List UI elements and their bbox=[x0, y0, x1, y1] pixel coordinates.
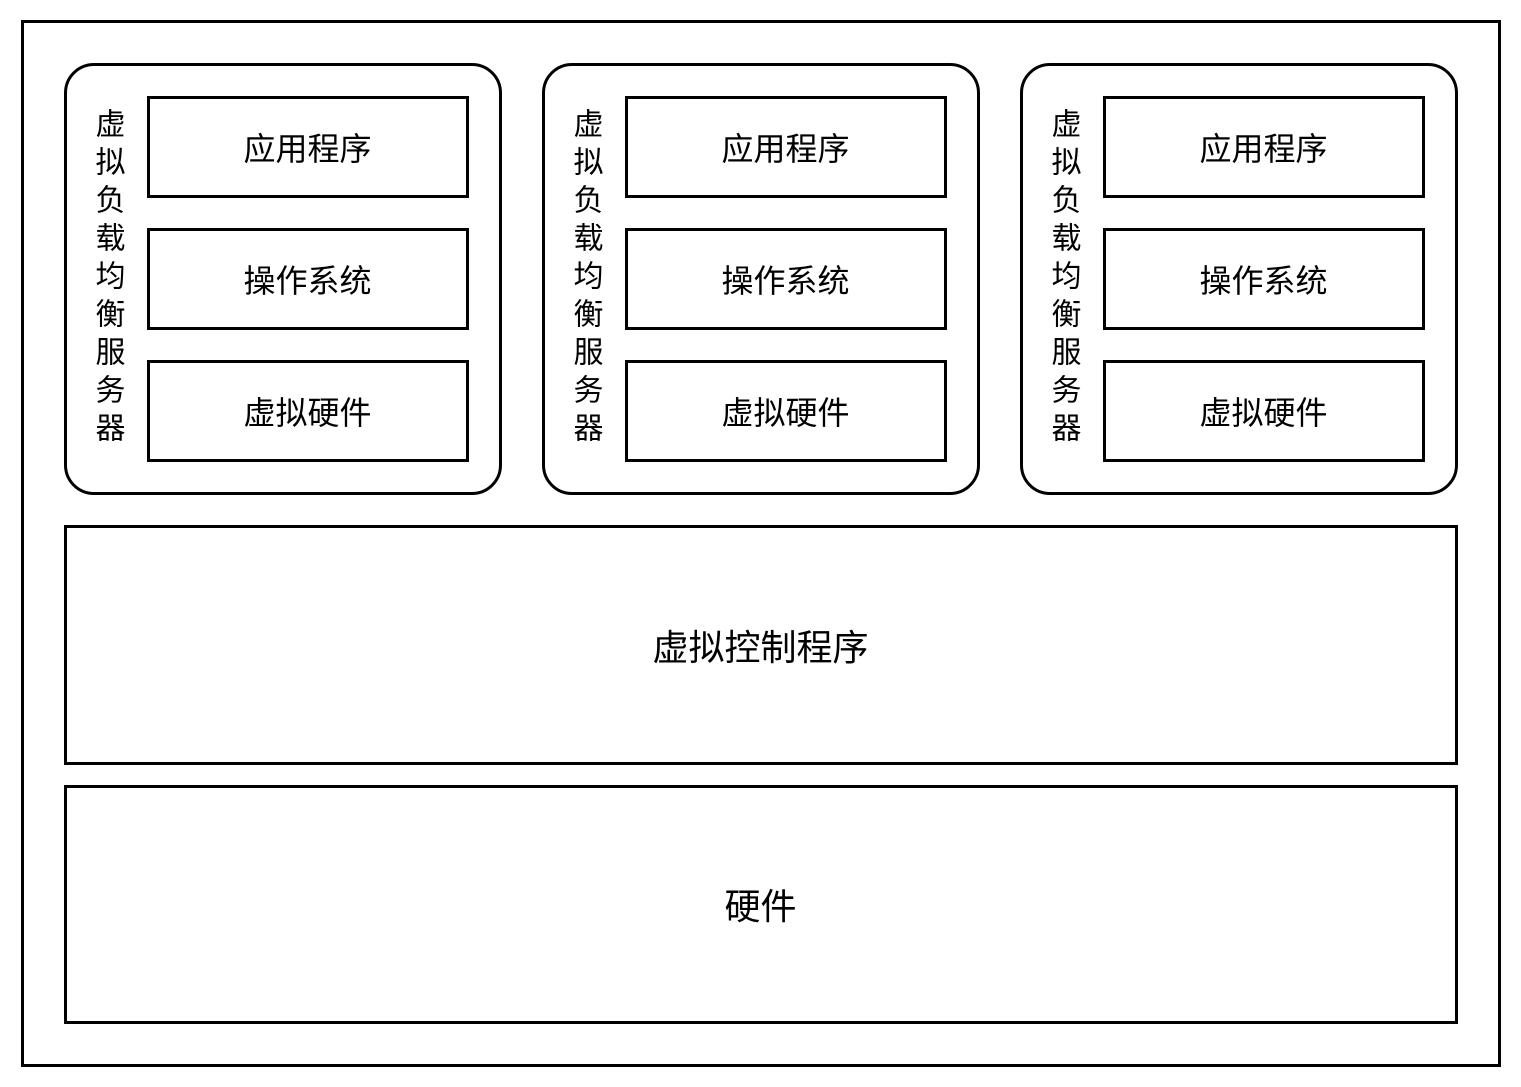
server-label-1: 虚拟负载均衡服务器 bbox=[565, 96, 605, 462]
server-label-2: 虚拟负载均衡服务器 bbox=[1043, 96, 1083, 462]
server-stack-0: 应用程序 操作系统 虚拟硬件 bbox=[147, 96, 469, 462]
bottom-section: 虚拟控制程序 硬件 bbox=[64, 525, 1458, 1024]
server-stack-2: 应用程序 操作系统 虚拟硬件 bbox=[1103, 96, 1425, 462]
server-label-0: 虚拟负载均衡服务器 bbox=[87, 96, 127, 462]
servers-row: 虚拟负载均衡服务器 应用程序 操作系统 虚拟硬件 虚拟负载均衡服务器 应用程序 … bbox=[64, 63, 1458, 495]
server-box-0: 虚拟负载均衡服务器 应用程序 操作系统 虚拟硬件 bbox=[64, 63, 502, 495]
layer-vhw-0: 虚拟硬件 bbox=[147, 360, 469, 462]
server-box-1: 虚拟负载均衡服务器 应用程序 操作系统 虚拟硬件 bbox=[542, 63, 980, 495]
architecture-diagram: 虚拟负载均衡服务器 应用程序 操作系统 虚拟硬件 虚拟负载均衡服务器 应用程序 … bbox=[21, 20, 1501, 1067]
hypervisor-box: 虚拟控制程序 bbox=[64, 525, 1458, 765]
layer-os-1: 操作系统 bbox=[625, 228, 947, 330]
layer-vhw-1: 虚拟硬件 bbox=[625, 360, 947, 462]
server-stack-1: 应用程序 操作系统 虚拟硬件 bbox=[625, 96, 947, 462]
layer-app-0: 应用程序 bbox=[147, 96, 469, 198]
layer-vhw-2: 虚拟硬件 bbox=[1103, 360, 1425, 462]
server-box-2: 虚拟负载均衡服务器 应用程序 操作系统 虚拟硬件 bbox=[1020, 63, 1458, 495]
layer-app-2: 应用程序 bbox=[1103, 96, 1425, 198]
layer-os-2: 操作系统 bbox=[1103, 228, 1425, 330]
hardware-box: 硬件 bbox=[64, 785, 1458, 1025]
layer-app-1: 应用程序 bbox=[625, 96, 947, 198]
layer-os-0: 操作系统 bbox=[147, 228, 469, 330]
